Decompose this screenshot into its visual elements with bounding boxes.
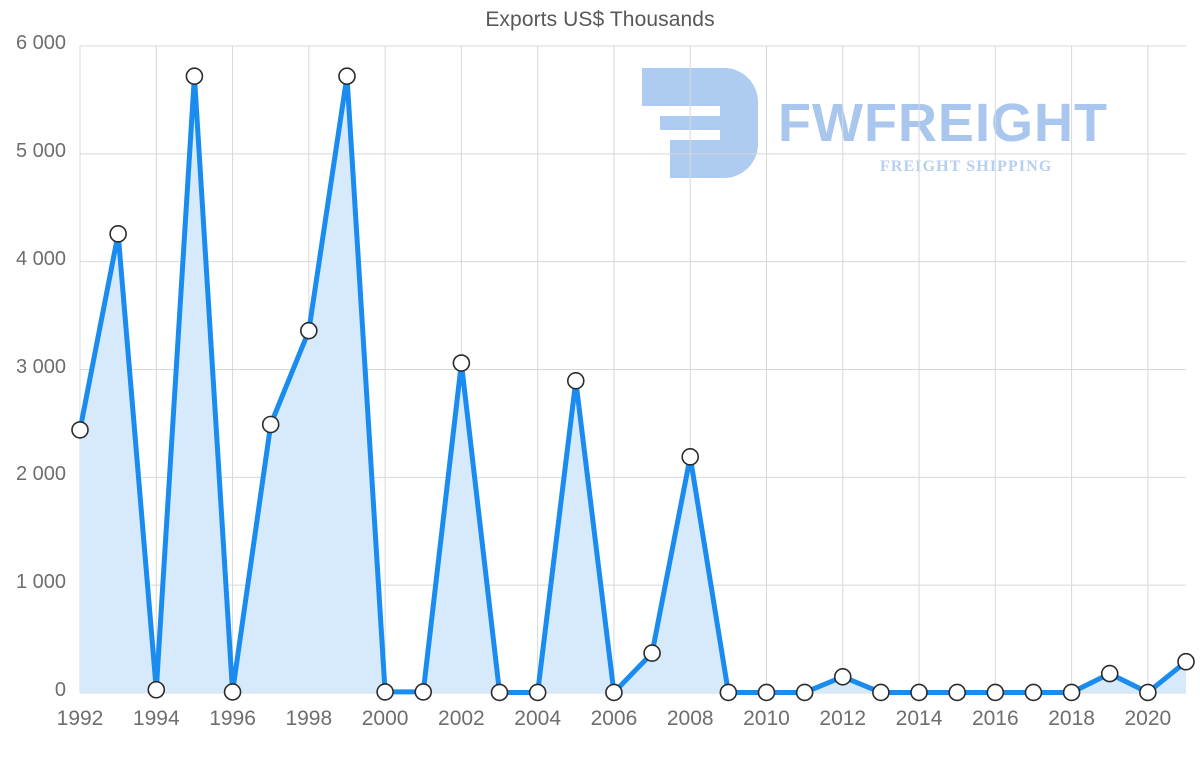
x-axis-tick-label: 2008 [666,707,714,730]
x-axis-tick-label: 2014 [895,707,943,730]
x-axis-tick-label: 1998 [285,707,333,730]
data-point-marker[interactable] [376,683,394,701]
x-axis-tick-label: 2006 [590,707,638,730]
data-point-marker[interactable] [719,683,738,702]
data-point-marker[interactable] [185,67,204,85]
x-axis-tick-label: 1994 [132,707,180,730]
data-point-marker[interactable] [872,683,890,702]
data-point-marker[interactable] [528,683,547,702]
data-point-marker[interactable] [986,683,1005,702]
data-point-marker[interactable] [1177,652,1195,671]
data-point-marker[interactable] [414,683,433,701]
data-point-marker[interactable] [1139,683,1157,702]
data-point-marker[interactable] [261,415,280,434]
data-point-marker[interactable] [910,683,928,702]
data-point-marker[interactable] [223,683,242,701]
data-point-marker[interactable] [300,321,318,340]
y-axis-tick-label: 0 [54,679,66,701]
y-axis-tick-label: 6 000 [15,32,66,54]
data-point-marker[interactable] [1062,683,1081,702]
data-point-marker[interactable] [566,372,585,390]
data-point-marker[interactable] [452,354,471,372]
data-point-marker[interactable] [833,668,852,686]
x-axis-tick-label: 2012 [819,707,867,730]
data-point-marker[interactable] [490,683,509,702]
data-point-marker[interactable] [71,421,89,439]
data-point-marker[interactable] [948,683,966,702]
data-point-marker[interactable] [681,448,700,466]
data-point-marker[interactable] [605,683,623,702]
x-axis-tick-label: 1996 [209,707,256,730]
x-axis-tick-label: 2018 [1048,707,1095,730]
data-point-marker[interactable] [757,683,776,702]
data-point-marker[interactable] [338,67,356,85]
data-point-marker[interactable] [147,680,166,699]
x-axis-tick-label: 2002 [438,707,485,730]
data-point-marker[interactable] [1024,683,1043,702]
data-point-marker[interactable] [109,225,127,243]
y-axis-tick-label: 1 000 [15,571,66,594]
chart-title: Exports US$ Thousands [485,8,715,31]
y-axis-tick-label: 5 000 [15,139,66,162]
x-axis-tick-label: 2020 [1124,707,1172,730]
y-axis-tick-label: 4 000 [15,247,66,270]
x-axis-tick-label: 2016 [971,707,1019,730]
data-point-marker[interactable] [795,683,814,702]
data-point-marker[interactable] [1100,664,1119,683]
data-point-marker[interactable] [643,644,661,662]
y-axis-tick-label: 3 000 [15,355,66,378]
data-line [77,73,1189,695]
x-axis-tick-label: 2010 [743,707,790,730]
x-axis-tick-label: 2000 [361,707,409,730]
y-axis-tick-label: 2 000 [15,463,66,486]
x-axis-tick-label: 2004 [514,707,561,730]
x-axis-tick-label: 1992 [56,707,104,730]
data-point-markers [71,67,1195,702]
